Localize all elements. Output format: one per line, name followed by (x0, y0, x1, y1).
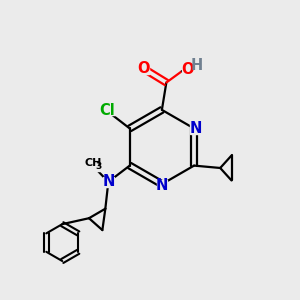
Text: H: H (190, 58, 203, 73)
Text: CH: CH (84, 158, 101, 168)
Text: N: N (102, 175, 115, 190)
Bar (83, 160, 102, 171)
Text: Cl: Cl (99, 103, 115, 118)
Text: N: N (156, 178, 168, 193)
Text: N: N (189, 121, 202, 136)
Bar (138, 64, 148, 74)
Text: O: O (181, 62, 194, 77)
Text: O: O (137, 61, 149, 76)
Bar (190, 123, 201, 134)
Bar (103, 177, 114, 187)
Bar (157, 180, 167, 191)
Bar (182, 64, 193, 75)
Bar (191, 60, 202, 70)
Text: 3: 3 (96, 162, 102, 171)
Bar (98, 105, 116, 116)
